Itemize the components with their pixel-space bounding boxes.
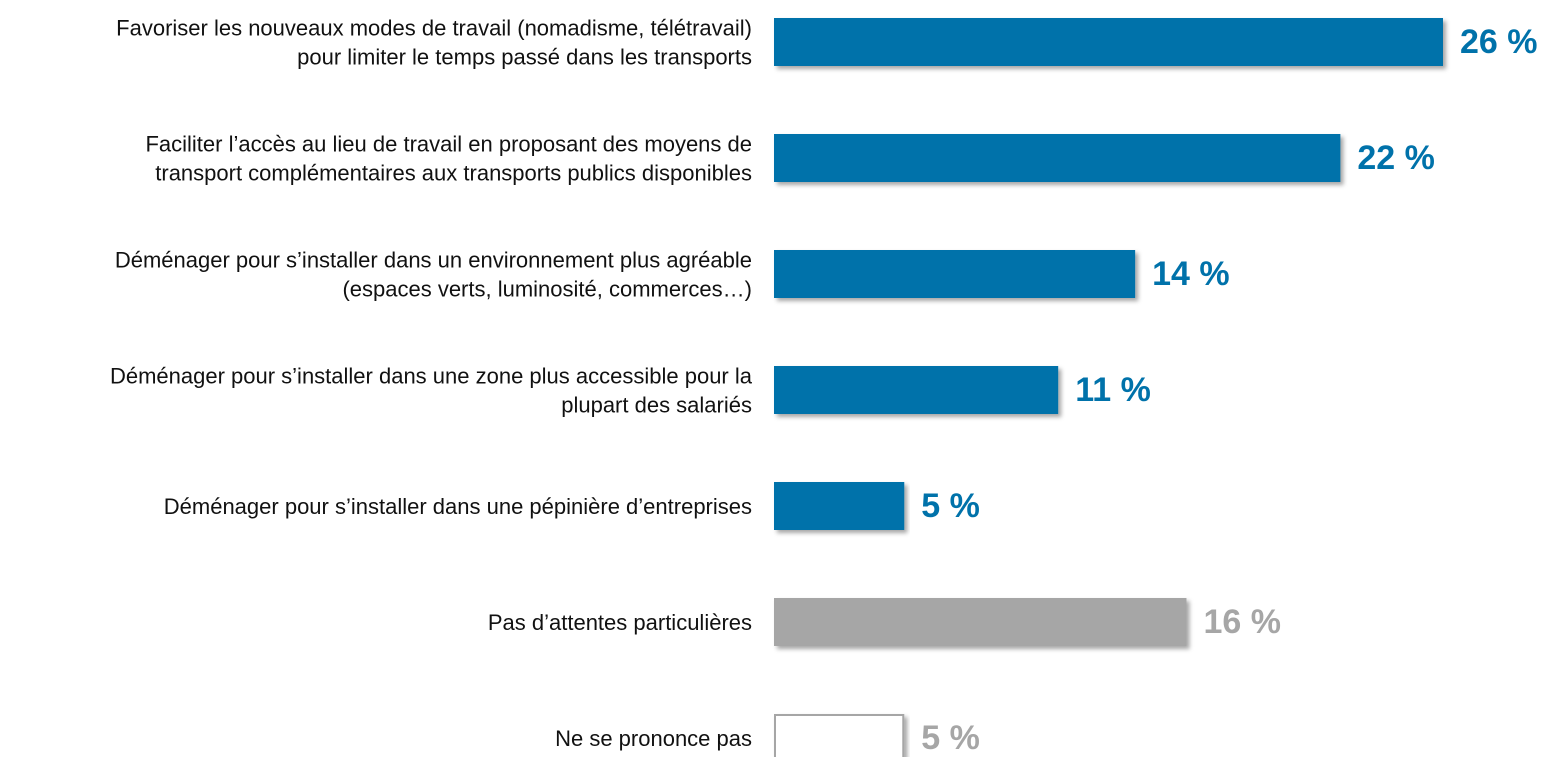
category-label: Déménager pour s’installer dans une zone… (110, 364, 753, 418)
bar (774, 250, 1136, 298)
bar (774, 714, 905, 757)
value-label: 5 % (921, 719, 980, 757)
bar (774, 482, 905, 530)
category-label: Favoriser les nouveaux modes de travail … (116, 16, 752, 70)
value-label: 14 % (1152, 255, 1230, 293)
value-label: 11 % (1075, 371, 1151, 409)
category-label: Faciliter l’accès au lieu de travail en … (145, 132, 752, 186)
value-label: 26 % (1460, 23, 1538, 61)
bar (774, 598, 1187, 646)
value-label: 16 % (1203, 603, 1281, 641)
bar (774, 134, 1341, 182)
category-label: Ne se prononce pas (555, 726, 752, 751)
category-label: Déménager pour s’installer dans un envir… (115, 248, 752, 302)
category-label: Déménager pour s’installer dans une pépi… (164, 494, 752, 519)
bar (774, 366, 1059, 414)
category-label: Pas d’attentes particulières (488, 610, 752, 635)
value-label: 22 % (1357, 139, 1435, 177)
bar (774, 18, 1443, 66)
value-label: 5 % (921, 487, 980, 525)
